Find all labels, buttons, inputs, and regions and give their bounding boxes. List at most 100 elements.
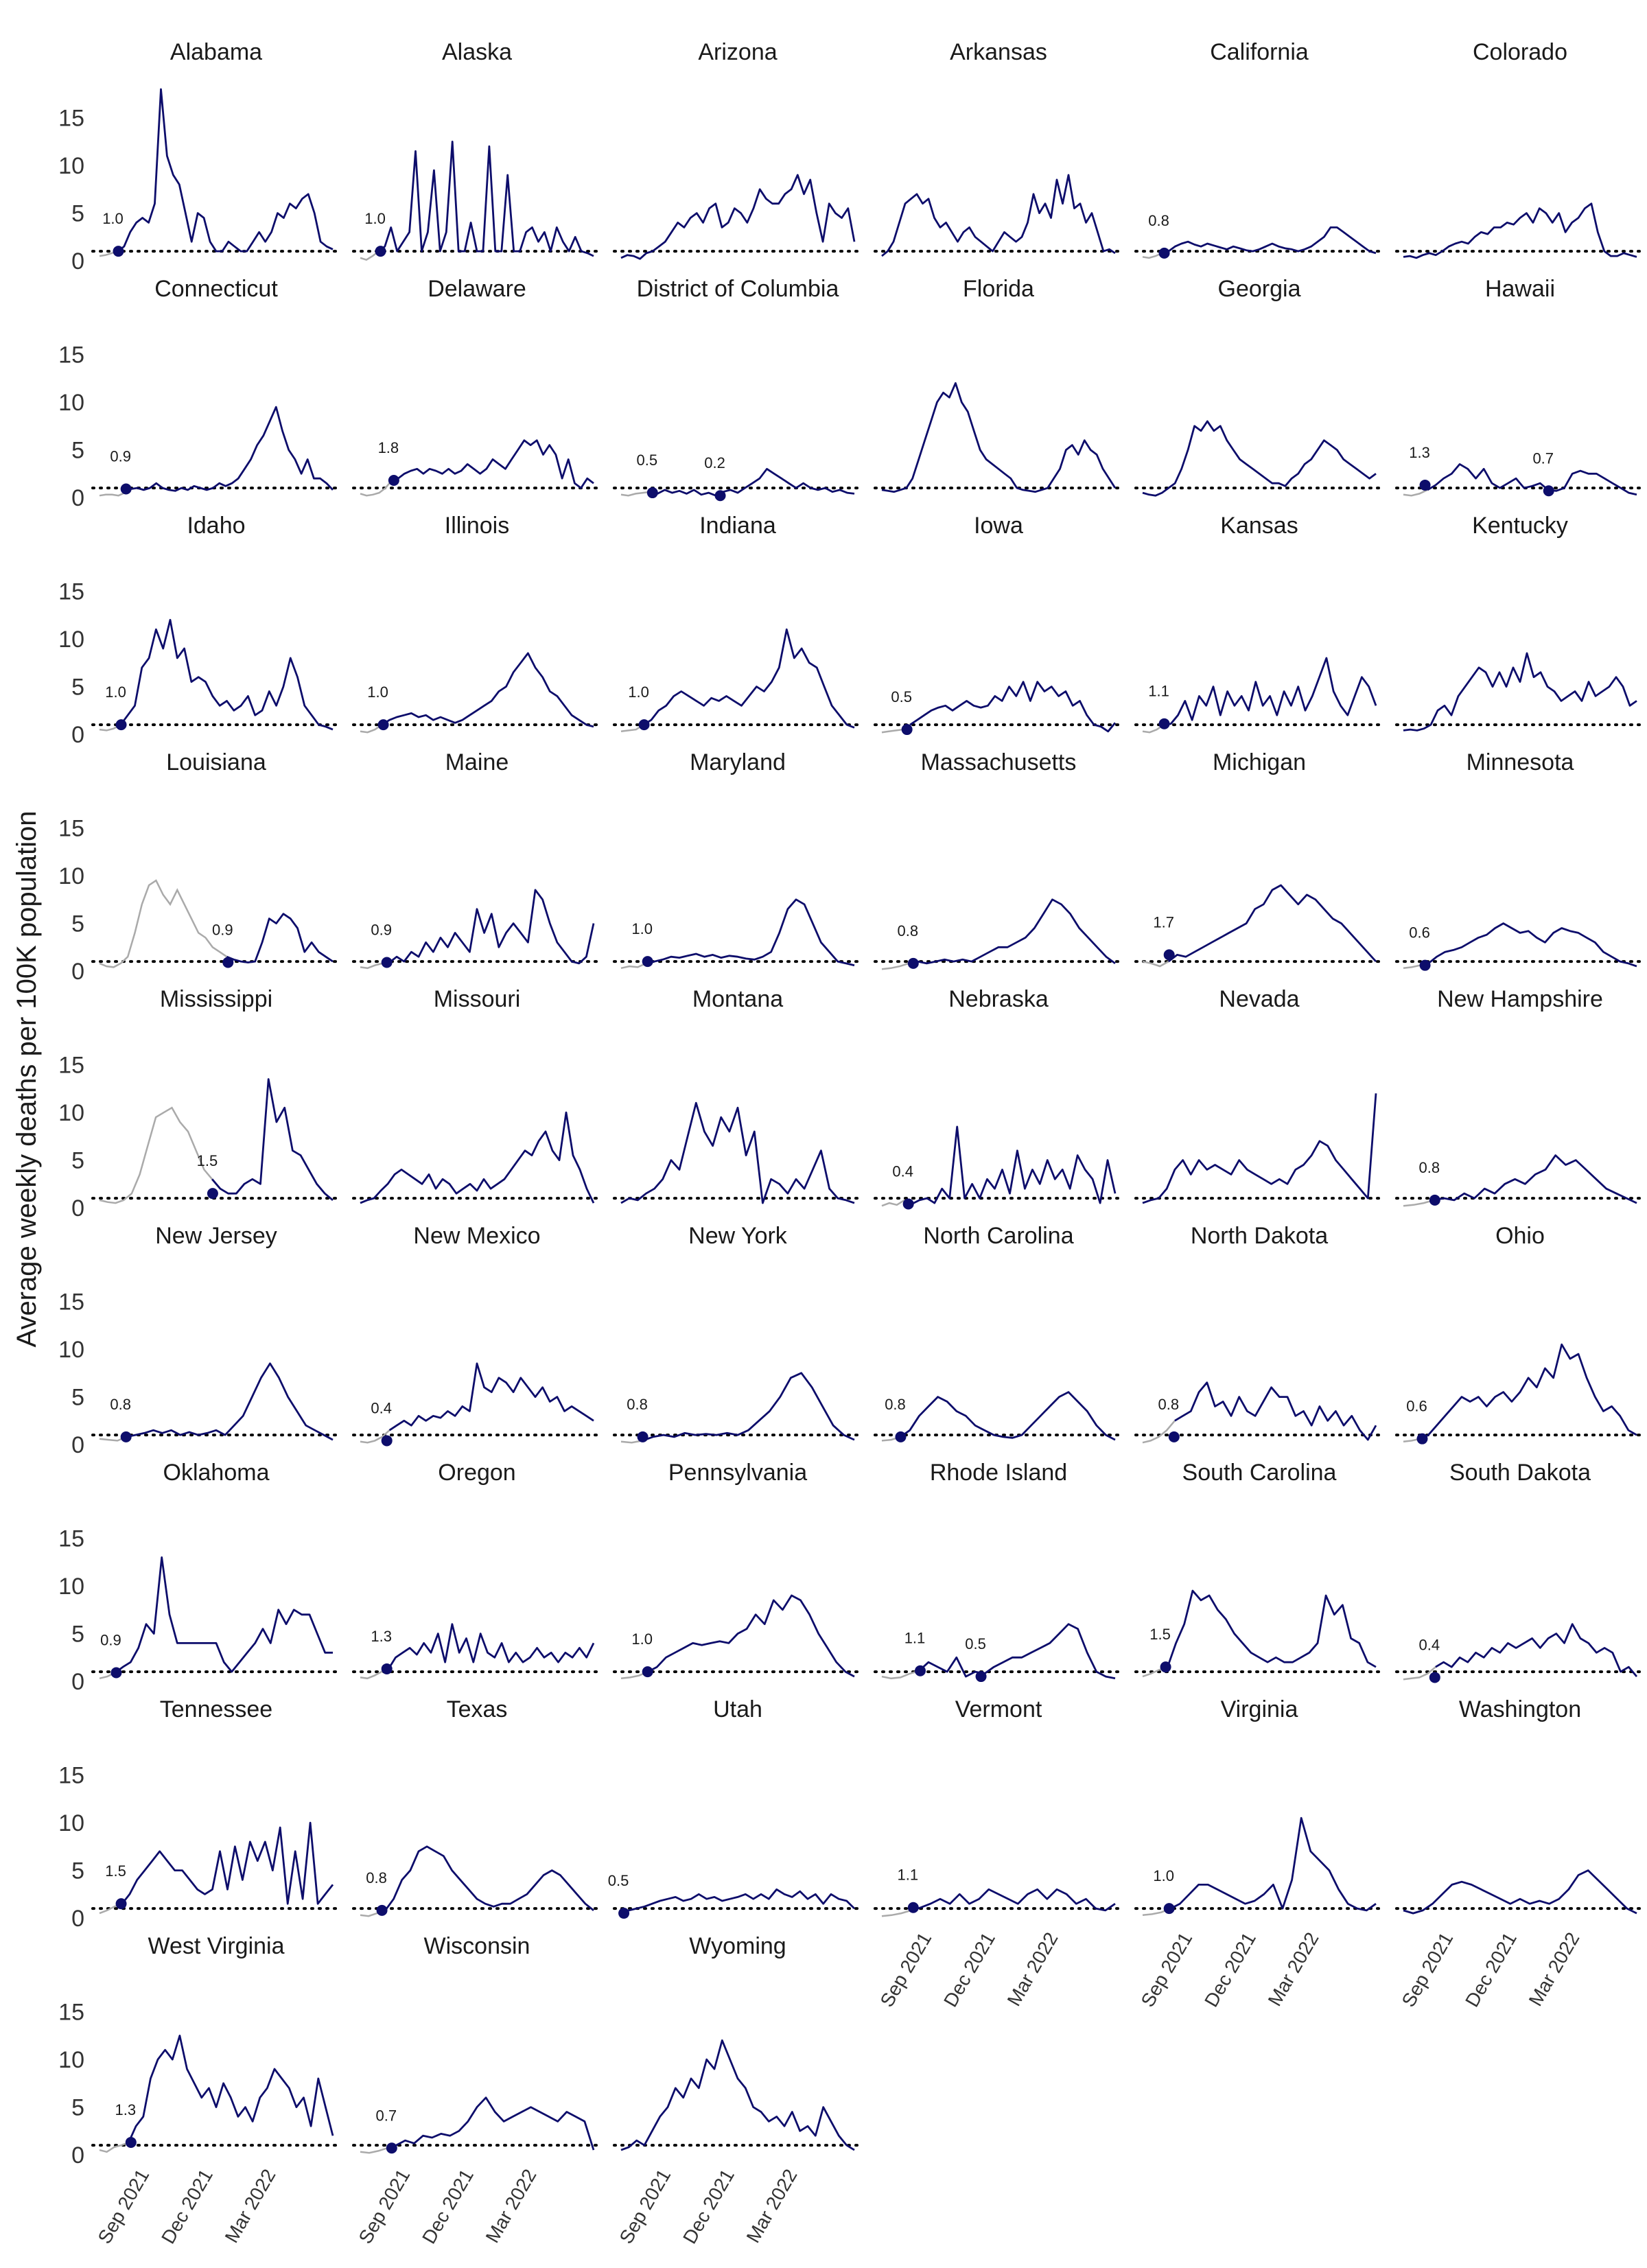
series-line-pre xyxy=(620,962,646,970)
series-line-pre xyxy=(1403,1199,1434,1207)
panel-title: Virginia xyxy=(1221,1696,1298,1722)
annotation-label: 0.7 xyxy=(1532,449,1554,467)
series-line xyxy=(620,2039,855,2151)
annotation-label: 0.8 xyxy=(898,922,919,939)
annotation-marker xyxy=(381,957,393,968)
panel-washington: Washington Sep 2021 Dec 2021 Mar 2022 xyxy=(1395,1696,1645,2011)
panel-missouri: Missouri xyxy=(352,986,602,1204)
annotation-label: 1.8 xyxy=(378,439,399,456)
panel-district-of-columbia: District of Columbia 0.5 0.2 xyxy=(613,276,863,502)
y-tick-label: 15 xyxy=(58,816,84,842)
y-tick-label: 10 xyxy=(58,390,84,416)
panel-wyoming: Wyoming Sep 2021 Dec 2021 Mar 2022 xyxy=(613,1933,863,2247)
annotation-marker xyxy=(1160,1661,1171,1673)
y-tick-label: 10 xyxy=(58,863,84,889)
panel-utah: Utah 0.5 xyxy=(608,1696,863,1919)
series-line xyxy=(1427,922,1637,968)
panel-illinois: Illinois 1.0 xyxy=(352,513,602,734)
x-tick-label: Mar 2022 xyxy=(1003,1929,1062,2010)
x-tick-label: Mar 2022 xyxy=(1264,1929,1323,2010)
annotation-marker xyxy=(376,1904,388,1916)
series-line xyxy=(1435,1623,1638,1678)
series-line xyxy=(360,1111,595,1204)
annotation-label: 0.4 xyxy=(371,1399,392,1416)
series-line xyxy=(121,1821,334,1905)
annotation-label: 1.0 xyxy=(102,210,124,227)
annotation-marker xyxy=(1163,949,1175,961)
annotation-marker xyxy=(222,957,234,968)
annotation-label: 0.8 xyxy=(1419,1159,1440,1176)
panel-title: Wyoming xyxy=(689,1933,786,1959)
panel-title: Mississippi xyxy=(160,986,272,1012)
panel-title: Nebraska xyxy=(948,986,1049,1012)
annotation-marker xyxy=(895,1431,907,1442)
annotation-marker xyxy=(642,956,653,968)
annotation-marker xyxy=(902,1198,914,1210)
annotation-label: 0.5 xyxy=(891,688,912,705)
series-line xyxy=(650,467,855,497)
panel-south-dakota: South Dakota 0.4 xyxy=(1395,1460,1645,1683)
panel-title: New York xyxy=(688,1223,788,1249)
panel-title: South Carolina xyxy=(1182,1460,1337,1486)
annotation-label: 1.0 xyxy=(631,1630,653,1648)
series-line xyxy=(114,1556,333,1674)
y-tick-label: 15 xyxy=(58,1763,84,1789)
panel-title: Pennsylvania xyxy=(668,1460,807,1486)
annotation-marker xyxy=(120,1431,132,1442)
annotation-marker xyxy=(386,2142,397,2154)
panel-iowa: Iowa 0.5 xyxy=(874,513,1123,736)
annotation-marker xyxy=(115,1898,127,1910)
series-line xyxy=(911,1888,1116,1912)
annotation-label: 1.0 xyxy=(1153,1867,1174,1884)
panel-montana: Montana xyxy=(613,986,863,1204)
panel-ohio: Ohio 0.6 xyxy=(1395,1223,1645,1445)
y-tick-label: 5 xyxy=(71,675,84,701)
annotation-marker xyxy=(901,724,913,736)
y-tick-label: 15 xyxy=(58,2000,84,2026)
panel-title: Illinois xyxy=(445,513,509,539)
series-line-pre xyxy=(99,2141,129,2153)
series-line xyxy=(909,681,1117,733)
panel-title: Maine xyxy=(445,749,509,775)
y-tick-label: 10 xyxy=(58,627,84,653)
annotation-marker xyxy=(646,487,658,499)
series-line-pre xyxy=(620,491,651,497)
panel-north-dakota: North Dakota 0.8 xyxy=(1134,1223,1384,1444)
y-tick-label: 5 xyxy=(71,1385,84,1411)
series-line xyxy=(395,2096,595,2151)
series-line xyxy=(1163,657,1377,726)
panel-new-jersey: New Jersey 0 5 10 15 0.8 xyxy=(58,1223,341,1458)
annotation-marker xyxy=(618,1908,630,1919)
y-tick-label: 15 xyxy=(58,1053,84,1079)
panel-title: Colorado xyxy=(1473,39,1567,65)
annotation-label: 0.5 xyxy=(608,1872,629,1889)
series-line xyxy=(1167,1589,1377,1668)
annotation-marker xyxy=(1168,1431,1180,1442)
annotation-marker xyxy=(375,246,386,257)
y-tick-label: 10 xyxy=(58,1337,84,1363)
panel-oregon: Oregon 1.3 xyxy=(352,1460,602,1680)
annotation-label: 1.3 xyxy=(115,2101,137,2118)
series-line-pre xyxy=(360,480,393,497)
panel-new-mexico: New Mexico 0.4 xyxy=(352,1223,602,1447)
series-line xyxy=(1167,884,1377,963)
annotation-label: 1.1 xyxy=(904,1630,926,1647)
panel-title: Utah xyxy=(713,1696,762,1722)
series-line xyxy=(128,2034,334,2143)
annotation-marker xyxy=(714,490,726,502)
x-tick-label: Mar 2022 xyxy=(743,2166,802,2247)
x-tick-label: Mar 2022 xyxy=(221,2166,280,2247)
annotation-marker xyxy=(638,719,650,731)
panel-delaware: Delaware 1.8 xyxy=(352,276,602,497)
panel-title: Florida xyxy=(963,276,1034,302)
annotation-label: 0.5 xyxy=(637,452,658,469)
series-line xyxy=(900,1391,1116,1441)
series-line xyxy=(117,88,334,253)
panel-virginia: Virginia 1.0 Sep 2021 Dec 2021 Mar 2022 xyxy=(1134,1696,1384,2011)
panel-title: New Jersey xyxy=(155,1223,277,1249)
panel-arkansas: Arkansas xyxy=(874,39,1123,257)
panel-title: Alaska xyxy=(442,39,512,65)
annotation-marker xyxy=(1419,959,1431,971)
series-line-pre xyxy=(99,879,228,968)
panel-title: West Virginia xyxy=(148,1933,284,1959)
